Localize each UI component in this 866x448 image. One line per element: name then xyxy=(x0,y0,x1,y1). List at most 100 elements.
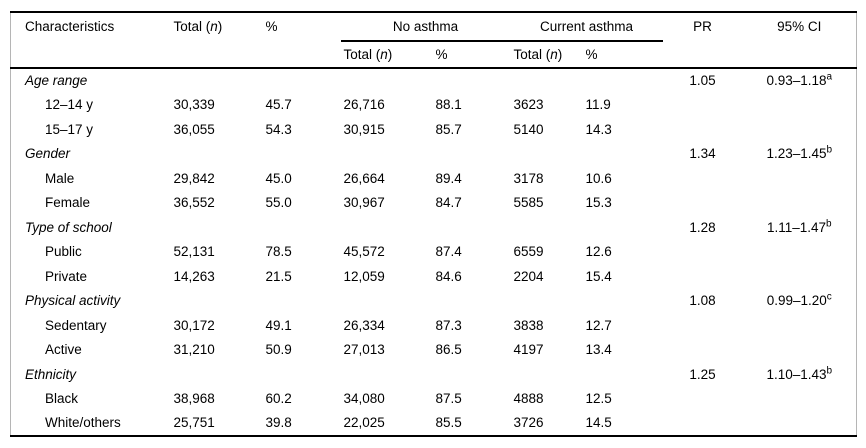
empty-cell xyxy=(171,68,263,93)
total-label-prefix: Total ( xyxy=(173,19,211,34)
current-asthma-n-value: 3178 xyxy=(513,170,544,186)
current-asthma-n-value: 4197 xyxy=(513,342,544,358)
current-asthma-n-value: 5140 xyxy=(513,121,544,137)
total-label-prefix: Total ( xyxy=(513,47,551,62)
ci-footnote-marker: b xyxy=(826,144,833,156)
total-n-value: 30,172 xyxy=(173,317,215,333)
asthma-characteristics-table: Characteristics Total (n) % No asthma Cu… xyxy=(10,11,858,437)
no-asthma-percent-value: 86.5 xyxy=(435,342,462,358)
total-n-value: 29,842 xyxy=(173,170,215,186)
ci-value: 0.93–1.18a xyxy=(743,68,857,93)
data-row: Female 36,552 55.0 30,967 84.7 5585 15.3 xyxy=(11,191,857,216)
no-asthma-n-value: 26,716 xyxy=(343,97,385,113)
section-label: Ethnicity xyxy=(25,366,77,382)
subheader-current-asthma-percent: % xyxy=(585,47,598,62)
empty-cell xyxy=(171,362,263,387)
header-row-1: Characteristics Total (n) % No asthma Cu… xyxy=(11,12,857,42)
empty-cell xyxy=(263,68,341,93)
total-percent-value: 50.9 xyxy=(265,342,292,358)
row-label: Sedentary xyxy=(45,317,107,333)
no-asthma-percent-value: 87.5 xyxy=(435,391,462,407)
total-percent-value: 39.8 xyxy=(265,415,292,431)
subheader-current-asthma-total-n: Total (n) xyxy=(511,41,583,68)
empty-cell xyxy=(663,387,743,412)
ci-value: 1.10–1.43b xyxy=(743,362,857,387)
empty-cell xyxy=(341,289,433,314)
total-label-suffix: ) xyxy=(217,19,223,34)
total-percent-value: 60.2 xyxy=(265,391,292,407)
total-n-value: 25,751 xyxy=(173,415,215,431)
total-percent-value: 45.7 xyxy=(265,97,292,113)
section-header-row: Gender 1.34 1.23–1.45b xyxy=(11,142,857,167)
ci-range: 1.23–1.45 xyxy=(766,146,827,162)
pr-value: 1.08 xyxy=(689,293,716,309)
empty-cell xyxy=(663,313,743,338)
data-row: 12–14 y 30,339 45.7 26,716 88.1 3623 11.9 xyxy=(11,93,857,118)
empty-cell xyxy=(433,362,511,387)
data-row: 15–17 y 36,055 54.3 30,915 85.7 5140 14.3 xyxy=(11,117,857,142)
empty-cell xyxy=(341,215,433,240)
pr-value: 1.05 xyxy=(689,73,716,89)
current-asthma-percent-value: 13.4 xyxy=(585,342,612,358)
data-row: Black 38,968 60.2 34,080 87.5 4888 12.5 xyxy=(11,387,857,412)
total-percent-value: 49.1 xyxy=(265,317,292,333)
no-asthma-n-value: 27,013 xyxy=(343,342,385,358)
no-asthma-percent-value: 85.7 xyxy=(435,121,462,137)
empty-cell xyxy=(433,215,511,240)
empty-cell xyxy=(663,93,743,118)
no-asthma-n-value: 22,025 xyxy=(343,415,385,431)
no-asthma-n-value: 45,572 xyxy=(343,244,385,260)
empty-cell xyxy=(341,362,433,387)
col-header-percent: % xyxy=(265,19,278,34)
no-asthma-percent-value: 87.4 xyxy=(435,244,462,260)
total-percent-value: 54.3 xyxy=(265,121,292,137)
empty-cell xyxy=(743,387,857,412)
data-row: Public 52,131 78.5 45,572 87.4 6559 12.6 xyxy=(11,240,857,265)
empty-cell xyxy=(433,68,511,93)
ci-footnote-marker: a xyxy=(826,71,833,83)
section-label: Type of school xyxy=(25,219,112,235)
row-label: Female xyxy=(45,195,91,211)
total-percent-value: 78.5 xyxy=(265,244,292,260)
empty-cell xyxy=(663,166,743,191)
no-asthma-percent-value: 85.5 xyxy=(435,415,462,431)
empty-cell xyxy=(583,142,663,167)
empty-cell xyxy=(511,362,583,387)
empty-cell xyxy=(663,411,743,436)
empty-cell xyxy=(663,191,743,216)
group-header-no-asthma: No asthma xyxy=(340,12,511,42)
current-asthma-percent-value: 15.3 xyxy=(585,195,612,211)
no-asthma-percent-value: 84.7 xyxy=(435,195,462,211)
section-label: Gender xyxy=(25,146,71,162)
total-label-prefix: Total ( xyxy=(343,47,381,62)
section-header-row: Age range 1.05 0.93–1.18a xyxy=(11,68,857,93)
empty-cell xyxy=(743,166,857,191)
current-asthma-n-value: 3623 xyxy=(513,97,544,113)
total-label-n: n xyxy=(210,19,218,34)
empty-cell xyxy=(583,215,663,240)
row-label: Male xyxy=(45,170,75,186)
section-label: Age range xyxy=(25,73,88,89)
section-header-row: Ethnicity 1.25 1.10–1.43b xyxy=(11,362,857,387)
empty-cell xyxy=(743,93,857,118)
current-asthma-n-value: 6559 xyxy=(513,244,544,260)
current-asthma-percent-value: 12.5 xyxy=(585,391,612,407)
data-row: Private 14,263 21.5 12,059 84.6 2204 15.4 xyxy=(11,264,857,289)
no-asthma-n-value: 26,664 xyxy=(343,170,385,186)
current-asthma-percent-value: 14.3 xyxy=(585,121,612,137)
no-asthma-n-value: 34,080 xyxy=(343,391,385,407)
col-header-pr: PR xyxy=(693,19,712,34)
empty-cell xyxy=(263,142,341,167)
empty-cell xyxy=(511,68,583,93)
current-asthma-percent-value: 12.6 xyxy=(585,244,612,260)
row-label: 15–17 y xyxy=(45,121,94,137)
subheader-no-asthma-percent: % xyxy=(435,47,448,62)
empty-cell xyxy=(743,313,857,338)
empty-cell xyxy=(511,142,583,167)
total-n-value: 36,552 xyxy=(173,195,215,211)
empty-cell xyxy=(743,240,857,265)
total-label-n: n xyxy=(380,47,388,62)
section-header-row: Type of school 1.28 1.11–1.47b xyxy=(11,215,857,240)
empty-cell xyxy=(743,191,857,216)
empty-cell xyxy=(663,117,743,142)
